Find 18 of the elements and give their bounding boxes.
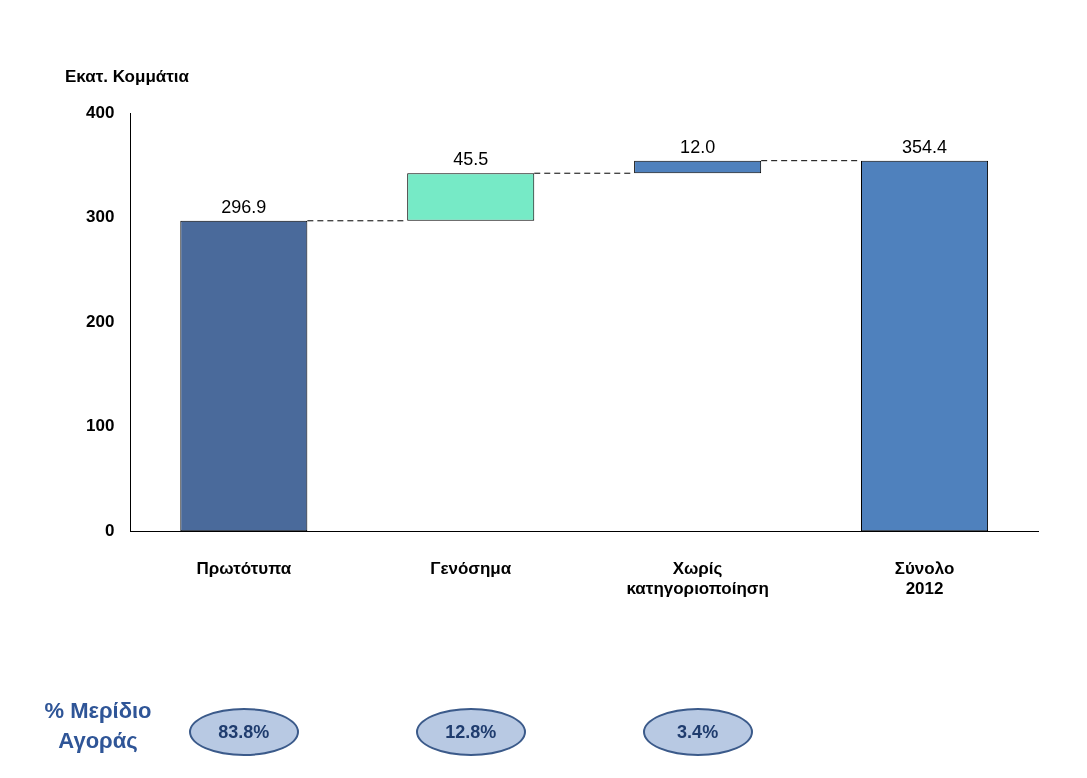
y-tick-label: 100 bbox=[85, 416, 115, 436]
y-tick-label: 400 bbox=[85, 102, 115, 122]
data-label: 296.9 bbox=[221, 196, 267, 217]
y-tick-label: 0 bbox=[104, 520, 115, 540]
y-axis-title: Εκατ. Κομμάτια bbox=[65, 67, 190, 87]
x-tick-label: Γενόσημα bbox=[430, 559, 512, 579]
data-label: 354.4 bbox=[902, 136, 948, 157]
data-label: 45.5 bbox=[453, 149, 489, 170]
x-tick-label: Σύνολο 2012 bbox=[894, 559, 955, 599]
y-tick-label: 300 bbox=[85, 207, 115, 227]
data-label: 12.0 bbox=[680, 136, 716, 157]
text: 83.8% bbox=[218, 721, 270, 743]
text: % Μερίδιο Αγοράς bbox=[43, 697, 153, 755]
text: 12.8% bbox=[445, 721, 497, 743]
x-tick-label: Πρωτότυπα bbox=[196, 559, 292, 579]
x-tick-label: Χωρίς κατηγοριοποίηση bbox=[626, 559, 769, 599]
y-tick-label: 200 bbox=[85, 311, 115, 331]
text: 3.4% bbox=[677, 721, 719, 743]
